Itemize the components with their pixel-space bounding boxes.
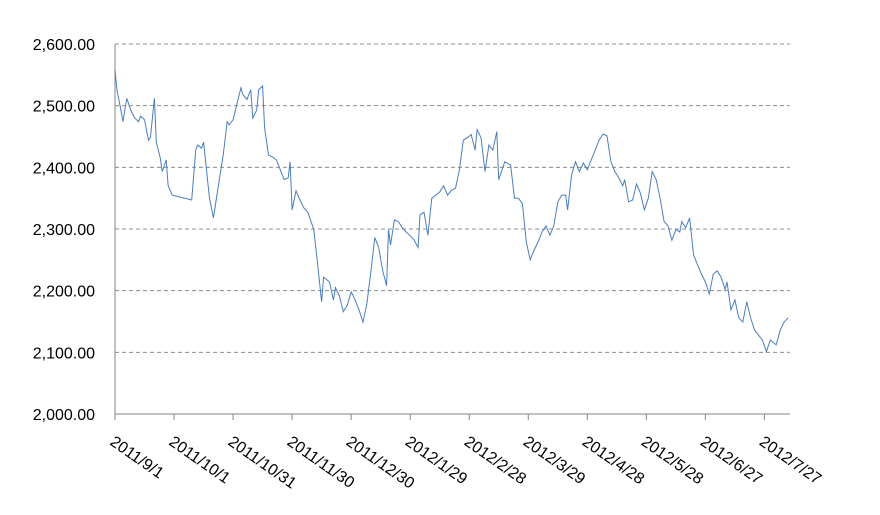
x-tick-label: 2012/7/27 bbox=[756, 433, 824, 488]
y-tick-label: 2,600.00 bbox=[33, 37, 95, 54]
data-line bbox=[114, 69, 789, 354]
y-tick-label: 2,400.00 bbox=[33, 160, 95, 177]
y-tick-label: 2,300.00 bbox=[33, 222, 95, 239]
x-tick-label: 2012/6/27 bbox=[697, 433, 765, 488]
y-tick-label: 2,000.00 bbox=[33, 407, 95, 424]
y-tick-label: 2,200.00 bbox=[33, 284, 95, 301]
x-tick-label: 2011/10/1 bbox=[166, 433, 233, 487]
x-tick-label: 2011/9/1 bbox=[107, 433, 167, 482]
y-tick-label: 2,100.00 bbox=[33, 345, 95, 362]
x-tick-label: 2012/5/28 bbox=[638, 433, 706, 488]
y-tick-label: 2,500.00 bbox=[33, 99, 95, 116]
x-tick-label: 2012/2/28 bbox=[461, 433, 529, 488]
x-tick-label: 2012/3/29 bbox=[520, 433, 588, 488]
x-tick-label: 2012/4/28 bbox=[579, 433, 647, 488]
